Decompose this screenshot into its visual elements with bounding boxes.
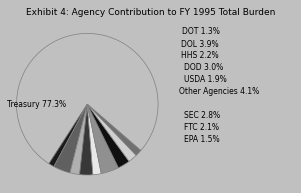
Text: DOT 1.3%: DOT 1.3% [182, 27, 220, 36]
Wedge shape [87, 104, 129, 168]
Wedge shape [87, 104, 136, 161]
Text: Other Agencies 4.1%: Other Agencies 4.1% [179, 87, 259, 96]
Wedge shape [54, 104, 87, 173]
Wedge shape [70, 104, 87, 174]
Wedge shape [17, 33, 158, 164]
Text: Treasury 77.3%: Treasury 77.3% [7, 100, 66, 109]
Wedge shape [87, 104, 141, 155]
Wedge shape [49, 104, 87, 167]
Text: EPA 1.5%: EPA 1.5% [184, 135, 219, 144]
Text: USDA 1.9%: USDA 1.9% [184, 75, 226, 84]
Wedge shape [87, 104, 101, 175]
Text: Exhibit 4: Agency Contribution to FY 1995 Total Burden: Exhibit 4: Agency Contribution to FY 199… [26, 8, 275, 17]
Text: FTC 2.1%: FTC 2.1% [184, 123, 219, 132]
Text: HHS 2.2%: HHS 2.2% [181, 52, 218, 60]
Wedge shape [79, 104, 93, 175]
Text: DOL 3.9%: DOL 3.9% [181, 40, 218, 48]
Wedge shape [87, 104, 119, 174]
Text: DOD 3.0%: DOD 3.0% [184, 63, 223, 72]
Text: SEC 2.8%: SEC 2.8% [184, 111, 220, 120]
